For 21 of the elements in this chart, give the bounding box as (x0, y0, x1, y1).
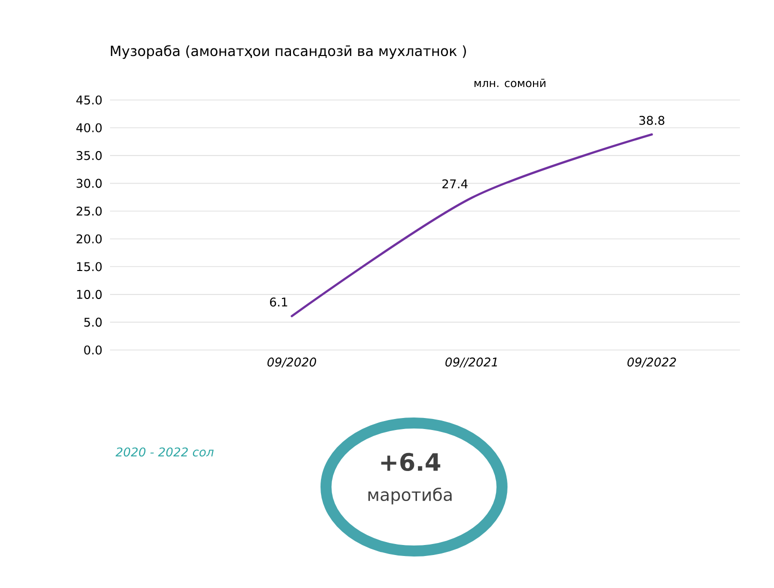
y-tick-label: 25.0 (76, 206, 102, 216)
y-tick-label: 5.0 (84, 318, 102, 327)
text: +6.4 (381, 452, 440, 472)
chart-subtitle: млн. сомонӣ (474, 78, 546, 88)
y-tick-label: 15.0 (77, 262, 102, 272)
text: маротиба (368, 488, 452, 504)
data-label: 38.8 (639, 116, 664, 125)
y-tick-label: 35.0 (76, 151, 102, 160)
text: 2020 - 2022 сол (116, 447, 214, 457)
y-tick-label: 10.0 (77, 290, 102, 299)
y-tick-label: 40.0 (76, 123, 102, 132)
x-tick-label: 09//2021 (445, 358, 497, 368)
x-tick-label: 09/2020 (267, 358, 316, 368)
y-tick-label: 20.0 (76, 234, 102, 244)
data-label: 6.1 (270, 297, 288, 307)
x-tick-label: 09/2022 (627, 358, 676, 368)
y-tick-label: 30.0 (76, 178, 102, 188)
y-tick-label: 45.0 (76, 95, 102, 105)
y-tick-label: 0.0 (84, 345, 102, 355)
data-label: 27.4 (442, 179, 468, 188)
chart-title: Музораба (амонатҳои пасандозӣ ва мухлатнок ) (110, 45, 466, 59)
